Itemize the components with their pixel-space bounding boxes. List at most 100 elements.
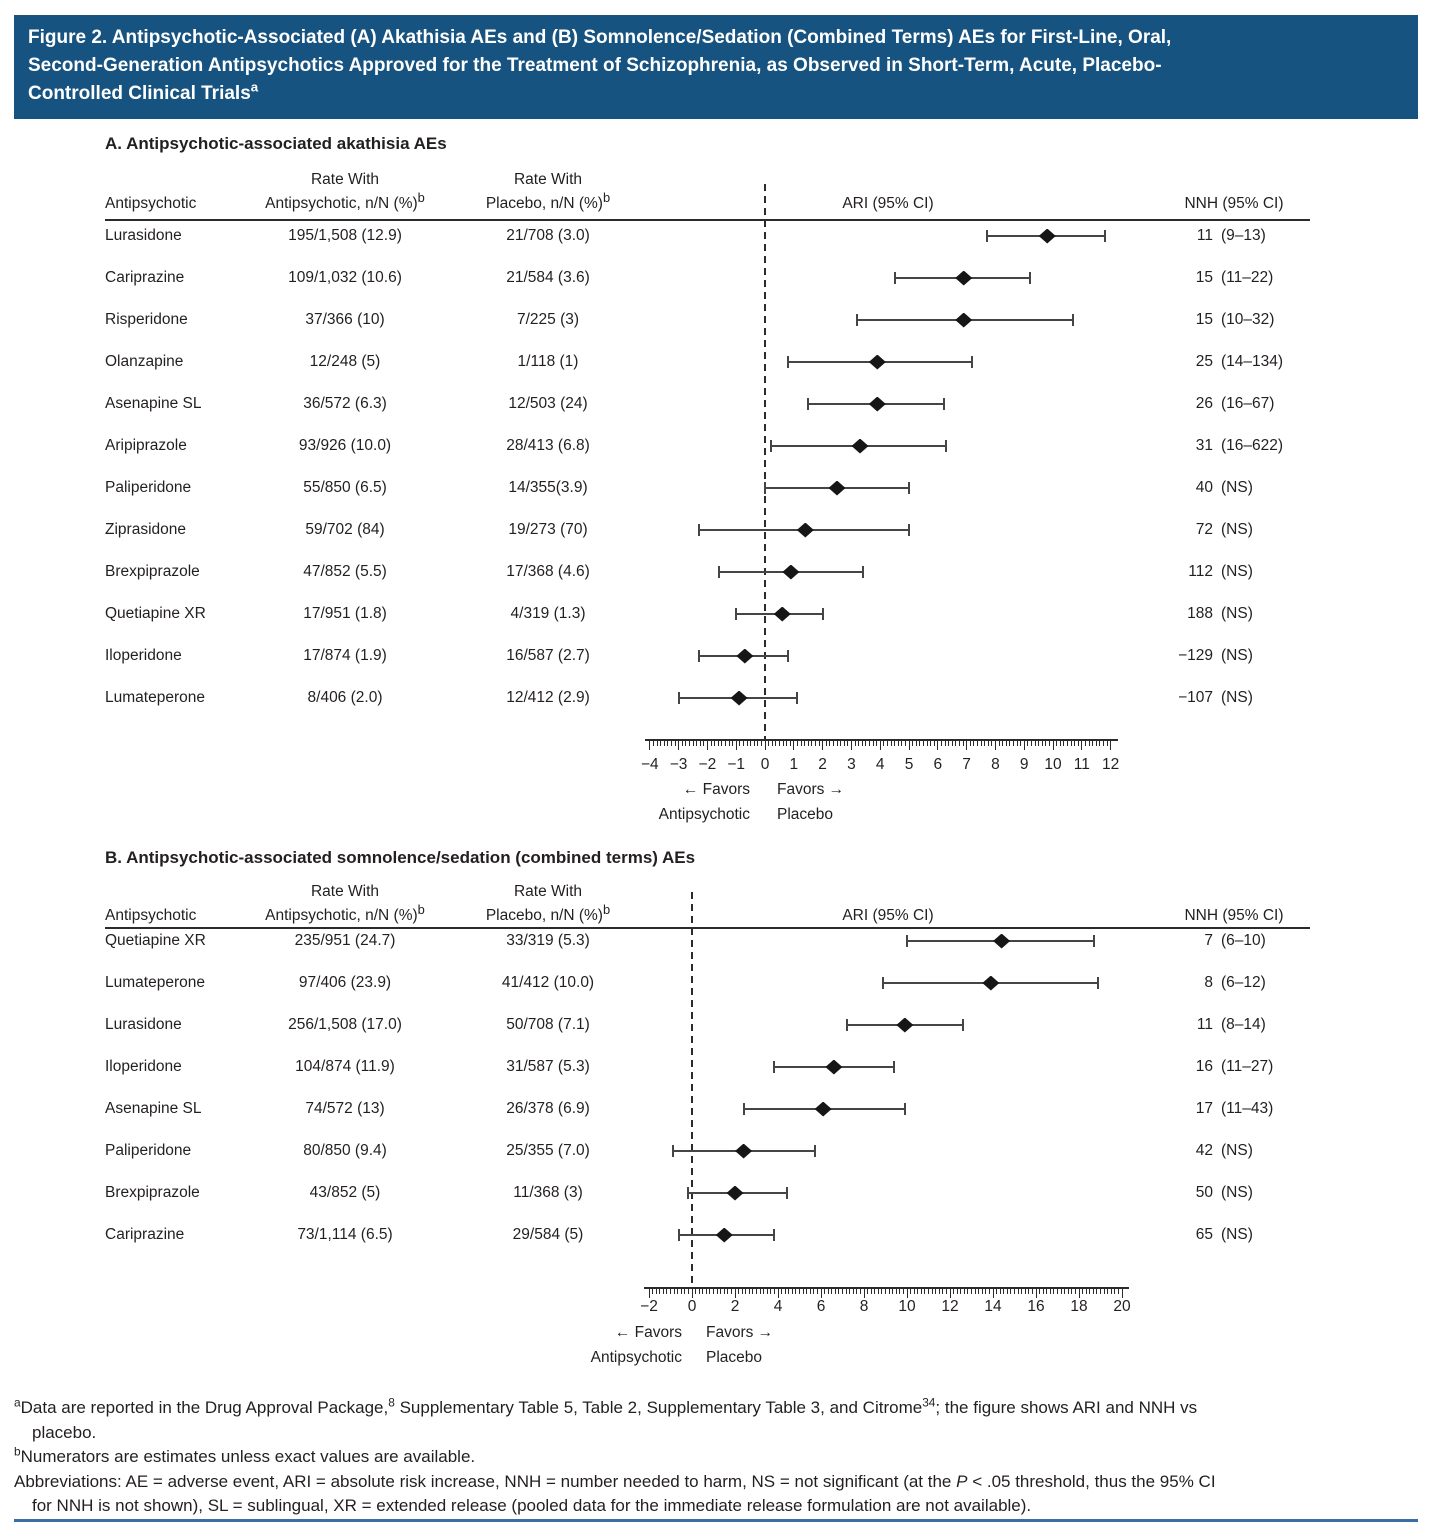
x-axis-minor-tick bbox=[775, 741, 777, 746]
x-axis-minor-tick bbox=[956, 1289, 958, 1294]
row-rate-placebo: 7/225 (3) bbox=[516, 311, 580, 328]
row-nnh-ci: (NS) bbox=[1221, 1142, 1253, 1159]
x-axis-minor-tick bbox=[1063, 741, 1065, 746]
x-axis-tick-label: −2 bbox=[640, 1298, 658, 1315]
x-axis-major-tick bbox=[1023, 741, 1025, 750]
row-drug-name: Cariprazine bbox=[105, 1226, 185, 1243]
x-axis-minor-tick bbox=[897, 741, 899, 746]
ari-diamond-marker bbox=[1038, 228, 1056, 244]
row-nnh-ci: (11–22) bbox=[1221, 269, 1274, 286]
italic-text: P bbox=[956, 1471, 968, 1491]
x-axis-minor-tick bbox=[825, 741, 827, 746]
x-axis-minor-tick bbox=[748, 1289, 750, 1294]
ci-cap-low bbox=[678, 1229, 681, 1241]
x-axis-minor-tick bbox=[840, 741, 842, 746]
x-axis-tick-label: 3 bbox=[847, 756, 856, 773]
x-axis-minor-tick bbox=[831, 1289, 833, 1294]
superscript: b bbox=[417, 901, 425, 917]
x-axis-minor-tick bbox=[868, 741, 870, 746]
row-nnh-value: 7 bbox=[1204, 932, 1213, 949]
ari-diamond-marker bbox=[868, 396, 886, 412]
ari-diamond-marker bbox=[715, 1227, 733, 1243]
x-axis-minor-tick bbox=[784, 1289, 786, 1294]
row-drug-name: Asenapine SL bbox=[105, 1100, 202, 1117]
x-axis-tick-label: 9 bbox=[1019, 756, 1029, 773]
x-axis-minor-tick bbox=[1085, 1289, 1087, 1294]
x-axis-minor-tick bbox=[1028, 1289, 1030, 1294]
x-axis-minor-tick bbox=[666, 1289, 668, 1294]
x-axis-minor-tick bbox=[659, 1289, 661, 1294]
superscript: a bbox=[250, 79, 259, 95]
row-nnh-ci: (NS) bbox=[1221, 605, 1253, 622]
x-axis-minor-tick bbox=[978, 1289, 980, 1294]
column-header-rate-placebo-line1: Rate With bbox=[513, 883, 583, 900]
row-nnh-ci: (NS) bbox=[1221, 563, 1253, 580]
x-axis-minor-tick bbox=[883, 741, 885, 746]
ci-cap-high bbox=[908, 524, 910, 536]
x-axis-tick-label: 14 bbox=[984, 1298, 1002, 1315]
row-drug-name: Paliperidone bbox=[105, 479, 192, 496]
x-axis-minor-tick bbox=[1082, 1289, 1084, 1294]
x-axis-minor-tick bbox=[757, 741, 759, 746]
x-axis-minor-tick bbox=[962, 741, 964, 746]
footnote-2: bNumerators are estimates unless exact v… bbox=[14, 1444, 476, 1466]
favors-antipsychotic-label-line1: ← Favors bbox=[614, 1324, 682, 1341]
x-axis-minor-tick bbox=[963, 1289, 965, 1294]
row-nnh-ci: (6–12) bbox=[1221, 974, 1266, 991]
x-axis-tick-label: −3 bbox=[669, 756, 688, 773]
x-axis-minor-tick bbox=[960, 1289, 962, 1294]
row-rate-drug: 235/951 (24.7) bbox=[294, 932, 396, 949]
x-axis-major-tick bbox=[863, 1289, 865, 1298]
footnote-1: aData are reported in the Drug Approval … bbox=[14, 1395, 1198, 1442]
x-axis-minor-tick bbox=[912, 741, 914, 746]
x-axis-minor-tick bbox=[919, 741, 921, 746]
x-axis-minor-tick bbox=[915, 741, 917, 746]
x-axis-minor-tick bbox=[836, 741, 838, 746]
row-nnh-value: 8 bbox=[1204, 974, 1213, 991]
x-axis-tick-label: 0 bbox=[760, 756, 770, 773]
x-axis-major-tick bbox=[1035, 1289, 1037, 1298]
x-axis-minor-tick bbox=[935, 1289, 937, 1294]
row-drug-name: Risperidone bbox=[105, 311, 188, 328]
x-axis-minor-tick bbox=[1056, 741, 1058, 746]
x-axis-tick-label: 18 bbox=[1070, 1298, 1088, 1315]
x-axis-minor-tick bbox=[702, 1289, 704, 1294]
x-axis-minor-tick bbox=[789, 741, 791, 746]
column-header-rate-drug-line2: Antipsychotic, n/N (%)b bbox=[265, 189, 425, 212]
x-axis-minor-tick bbox=[1057, 1289, 1058, 1294]
x-axis-minor-tick bbox=[684, 1289, 686, 1294]
x-axis-minor-tick bbox=[1012, 741, 1014, 746]
x-axis-minor-tick bbox=[680, 1289, 682, 1294]
x-axis-minor-tick bbox=[814, 741, 816, 746]
x-axis-minor-tick bbox=[843, 741, 845, 746]
ci-cap-low bbox=[807, 398, 810, 410]
x-axis-minor-tick bbox=[816, 1289, 818, 1294]
row-rate-drug: 17/951 (1.8) bbox=[303, 605, 387, 622]
x-axis-minor-tick bbox=[773, 1289, 775, 1294]
x-axis-minor-tick bbox=[904, 741, 906, 746]
row-nnh-value: 65 bbox=[1195, 1226, 1213, 1243]
row-rate-placebo: 41/412 (10.0) bbox=[501, 974, 595, 991]
x-axis-major-tick bbox=[949, 1289, 951, 1298]
ci-cap-low bbox=[735, 608, 738, 620]
row-rate-placebo: 29/584 (5) bbox=[512, 1226, 584, 1243]
x-axis-minor-tick bbox=[881, 1289, 883, 1294]
x-axis-minor-tick bbox=[791, 1289, 793, 1294]
x-axis-minor-tick bbox=[1071, 1289, 1073, 1294]
favors-placebo-label-line1: Favors → bbox=[777, 781, 845, 798]
ci-cap-high bbox=[821, 608, 824, 620]
x-axis-major-tick bbox=[691, 1289, 693, 1298]
row-nnh-ci: (8–14) bbox=[1221, 1016, 1266, 1033]
row-nnh-ci: (14–134) bbox=[1221, 353, 1284, 370]
x-axis-minor-tick bbox=[894, 741, 896, 746]
header-rule bbox=[105, 219, 1310, 221]
x-axis-minor-tick bbox=[847, 741, 849, 746]
row-nnh-value: 188 bbox=[1187, 605, 1213, 622]
x-axis-minor-tick bbox=[1005, 741, 1007, 746]
x-axis-minor-tick bbox=[924, 1289, 926, 1294]
x-axis-minor-tick bbox=[832, 741, 834, 746]
row-drug-name: Lurasidone bbox=[105, 1016, 182, 1033]
ci-cap-high bbox=[813, 1145, 816, 1157]
x-axis-minor-tick bbox=[886, 741, 888, 746]
x-axis-minor-tick bbox=[933, 741, 935, 746]
